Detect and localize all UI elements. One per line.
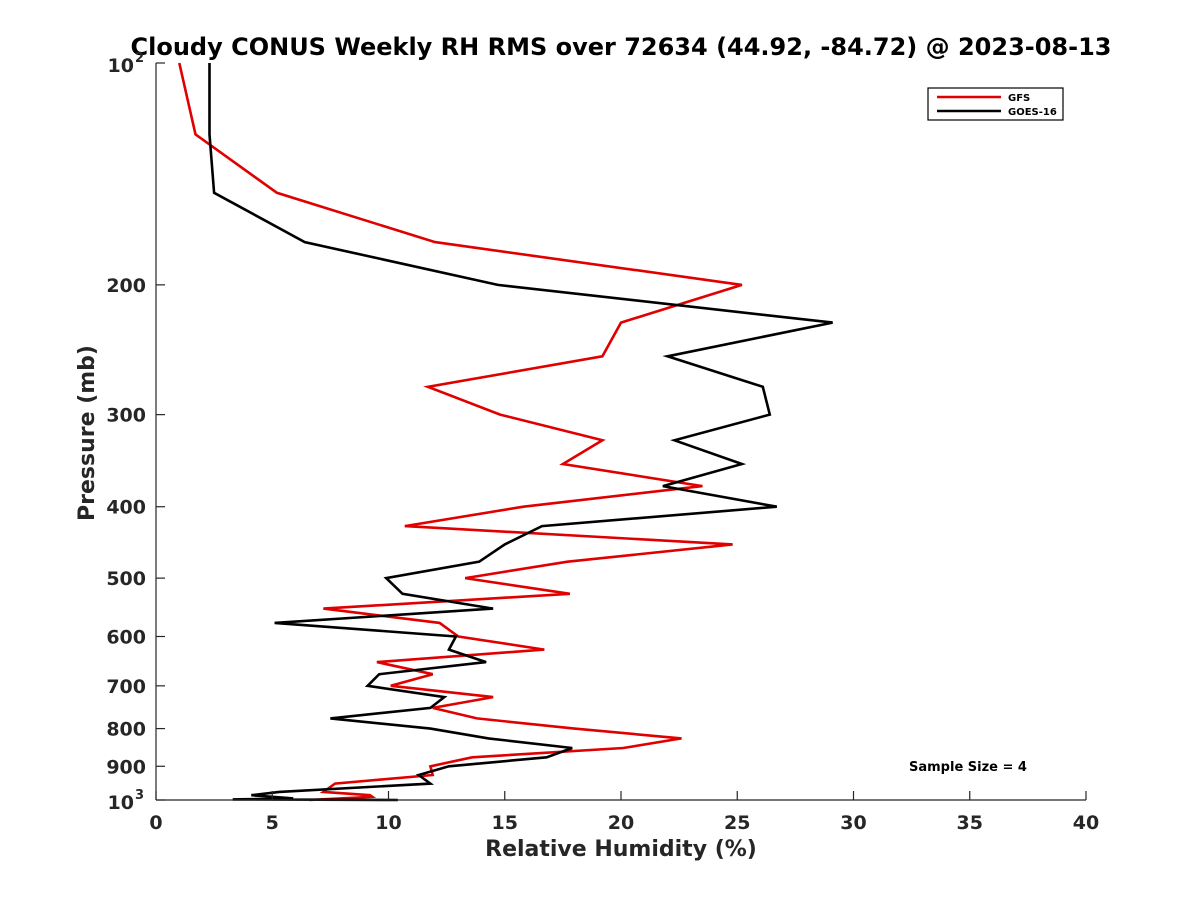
y-tick-label-power: 10 3 xyxy=(108,788,144,814)
x-tick-label: 25 xyxy=(724,812,750,834)
y-tick-label: 300 xyxy=(106,405,146,427)
x-tick-label: 10 xyxy=(375,812,401,834)
y-tick-exponent: 2 xyxy=(135,51,144,66)
y-axis-label: Pressure (mb) xyxy=(75,345,100,521)
x-axis-label: Relative Humidity (%) xyxy=(485,837,757,862)
chart-title: Cloudy CONUS Weekly RH RMS over 72634 (4… xyxy=(131,33,1112,61)
y-tick-label: 400 xyxy=(106,497,146,519)
legend-label-goes-16: GOES-16 xyxy=(1008,107,1057,118)
sample-size-annotation: Sample Size = 4 xyxy=(909,760,1027,775)
y-tick-label: 700 xyxy=(106,676,146,698)
y-tick-exponent: 3 xyxy=(135,788,144,803)
x-tick-label: 40 xyxy=(1073,812,1099,834)
series-line-goes-16 xyxy=(208,63,833,802)
y-tick-label: 500 xyxy=(106,568,146,590)
x-tick-label: 35 xyxy=(957,812,983,834)
y-tick-label-power: 10 2 xyxy=(108,51,144,77)
x-tick-label: 20 xyxy=(608,812,634,834)
series-line-gfs xyxy=(178,62,743,802)
y-tick-label: 200 xyxy=(106,275,146,297)
plot-area xyxy=(178,62,833,802)
x-tick-label: 5 xyxy=(266,812,279,834)
y-tick-base: 10 xyxy=(108,792,134,814)
x-tick-label: 30 xyxy=(840,812,866,834)
legend: GFS GOES-16 xyxy=(927,87,1064,121)
y-tick-base: 10 xyxy=(108,55,134,77)
y-tick-label: 600 xyxy=(106,626,146,648)
x-tick-label: 15 xyxy=(492,812,518,834)
legend-label-gfs: GFS xyxy=(1008,93,1030,104)
legend-box xyxy=(927,87,1064,121)
x-tick-label: 0 xyxy=(149,812,162,834)
y-tick-label: 900 xyxy=(106,756,146,778)
y-tick-label: 800 xyxy=(106,719,146,741)
